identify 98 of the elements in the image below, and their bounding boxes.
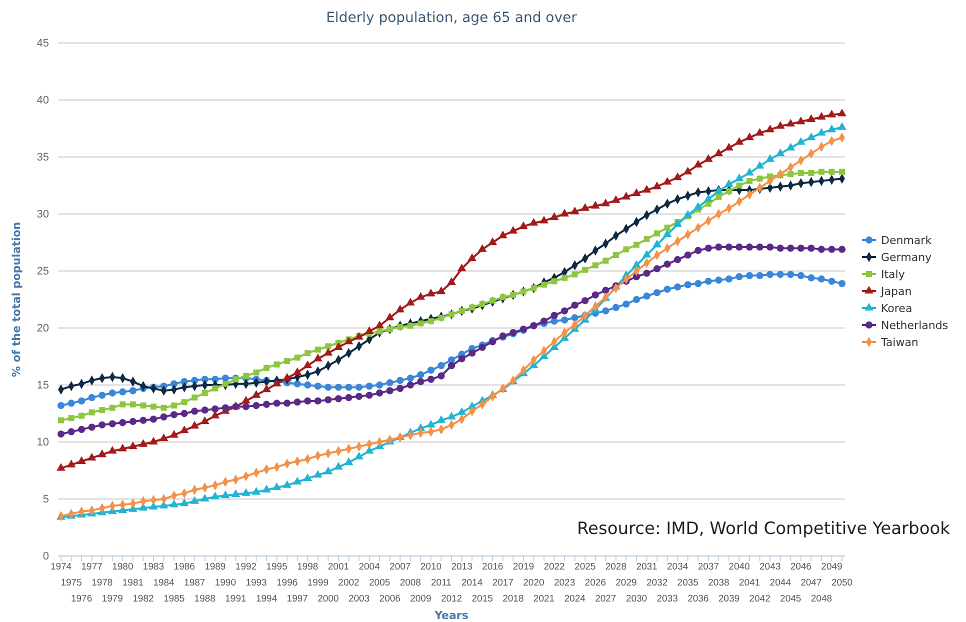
x-tick-label: 2006 — [379, 594, 400, 605]
x-tick-label: 1996 — [276, 578, 298, 589]
x-tick-label: 1999 — [307, 578, 328, 589]
x-tick-label: 2025 — [574, 562, 596, 573]
y-tick-label: 35 — [36, 152, 49, 164]
x-tick-label: 2001 — [328, 562, 350, 573]
x-tick-label: 2018 — [502, 594, 524, 605]
x-tick-label: 2009 — [410, 594, 432, 605]
x-tick-label: 1997 — [286, 594, 308, 605]
x-tick-label: 1983 — [142, 562, 164, 573]
legend-label: Taiwan — [880, 336, 918, 349]
y-axis-title: % of the total population — [10, 222, 23, 378]
x-tick-label: 2041 — [738, 578, 760, 589]
legend-label: Netherlands — [881, 319, 948, 332]
x-tick-label: 2035 — [677, 578, 698, 589]
x-tick-label: 2037 — [698, 562, 719, 573]
x-tick-label: 1976 — [70, 594, 92, 605]
x-tick-label: 2032 — [646, 578, 668, 589]
x-tick-label: 2010 — [420, 562, 442, 573]
x-tick-label: 2044 — [770, 578, 791, 589]
x-tick-label: 2031 — [636, 562, 658, 573]
x-tick-label: 1975 — [60, 578, 82, 589]
legend-label: Korea — [881, 302, 912, 315]
x-tick-label: 2033 — [656, 594, 678, 605]
y-tick-label: 30 — [36, 208, 49, 221]
x-tick-label: 1993 — [246, 578, 267, 589]
x-tick-label: 2020 — [523, 578, 544, 589]
x-tick-label: 2039 — [718, 594, 740, 605]
x-tick-label: 2047 — [800, 578, 822, 589]
x-tick-label: 2036 — [688, 594, 709, 605]
x-tick-label: 1974 — [50, 562, 72, 573]
x-tick-label: 2023 — [554, 578, 576, 589]
y-tick-label: 45 — [36, 38, 49, 50]
x-tick-label: 2008 — [400, 578, 421, 589]
x-tick-label: 1982 — [132, 594, 154, 605]
y-tick-label: 25 — [36, 266, 49, 278]
x-tick-label: 1998 — [297, 562, 318, 573]
x-tick-label: 1986 — [174, 562, 195, 573]
y-tick-label: 5 — [42, 494, 49, 506]
x-tick-label: 2019 — [512, 562, 534, 573]
x-tick-label: 2040 — [728, 562, 750, 573]
x-tick-label: 2028 — [605, 562, 626, 573]
x-tick-label: 2005 — [368, 578, 390, 589]
legend-label: Italy — [881, 268, 906, 281]
x-tick-label: 1985 — [163, 594, 185, 605]
x-tick-label: 2016 — [482, 562, 504, 573]
x-axis-title: Years — [434, 609, 469, 622]
y-tick-label: 15 — [36, 380, 49, 392]
legend-label: Germany — [881, 251, 932, 264]
x-tick-label: 1995 — [266, 562, 288, 573]
y-tick-label: 40 — [36, 94, 49, 107]
x-tick-label: 1988 — [194, 594, 216, 605]
x-tick-label: 2017 — [492, 578, 514, 589]
x-tick-label: 1991 — [225, 594, 246, 605]
x-tick-label: 2034 — [667, 562, 688, 573]
x-tick-label: 2043 — [759, 562, 781, 573]
x-tick-label: 2012 — [440, 594, 462, 605]
x-tick-label: 2049 — [821, 562, 842, 573]
x-tick-label: 2029 — [616, 578, 637, 589]
x-tick-label: 1987 — [184, 578, 206, 589]
x-tick-label: 1989 — [204, 562, 226, 573]
legend-label: Japan — [880, 285, 912, 298]
x-tick-label: 2002 — [338, 578, 360, 589]
y-tick-label: 20 — [36, 322, 49, 335]
x-tick-label: 1978 — [92, 578, 113, 589]
x-tick-label: 2004 — [358, 562, 380, 573]
x-tick-label: 2000 — [318, 594, 339, 605]
y-tick-label: 0 — [42, 550, 49, 563]
y-tick-label: 10 — [36, 436, 49, 449]
x-tick-label: 1992 — [235, 562, 257, 573]
x-tick-label: 2027 — [595, 594, 616, 605]
x-tick-label: 1979 — [102, 594, 123, 605]
x-tick-label: 2013 — [451, 562, 472, 573]
x-tick-label: 1981 — [122, 578, 144, 589]
x-tick-label: 2046 — [790, 562, 812, 573]
x-tick-label: 2011 — [431, 578, 452, 589]
x-tick-label: 2048 — [810, 594, 832, 605]
x-tick-label: 2050 — [831, 578, 853, 589]
x-tick-label: 2026 — [584, 578, 606, 589]
chart-title: Elderly population, age 65 and over — [326, 10, 578, 26]
x-tick-label: 2015 — [472, 594, 493, 605]
x-tick-label: 2021 — [533, 594, 555, 605]
x-tick-label: 1977 — [81, 562, 102, 573]
x-tick-label: 2038 — [708, 578, 730, 589]
x-tick-label: 2045 — [780, 594, 802, 605]
x-tick-label: 2030 — [626, 594, 648, 605]
legend-label: Denmark — [881, 234, 932, 247]
x-tick-label: 1984 — [153, 578, 174, 589]
x-tick-label: 2042 — [749, 594, 770, 605]
x-tick-label: 1990 — [214, 578, 236, 589]
x-tick-label: 2003 — [348, 594, 370, 605]
x-tick-label: 1994 — [256, 594, 278, 605]
x-tick-label: 2014 — [461, 578, 483, 589]
x-tick-label: 1980 — [112, 562, 134, 573]
x-tick-label: 2007 — [390, 562, 411, 573]
annotation: Resource: IMD, World Competitive Yearbook — [576, 519, 950, 539]
x-tick-label: 2022 — [544, 562, 565, 573]
x-tick-label: 2024 — [564, 594, 586, 605]
